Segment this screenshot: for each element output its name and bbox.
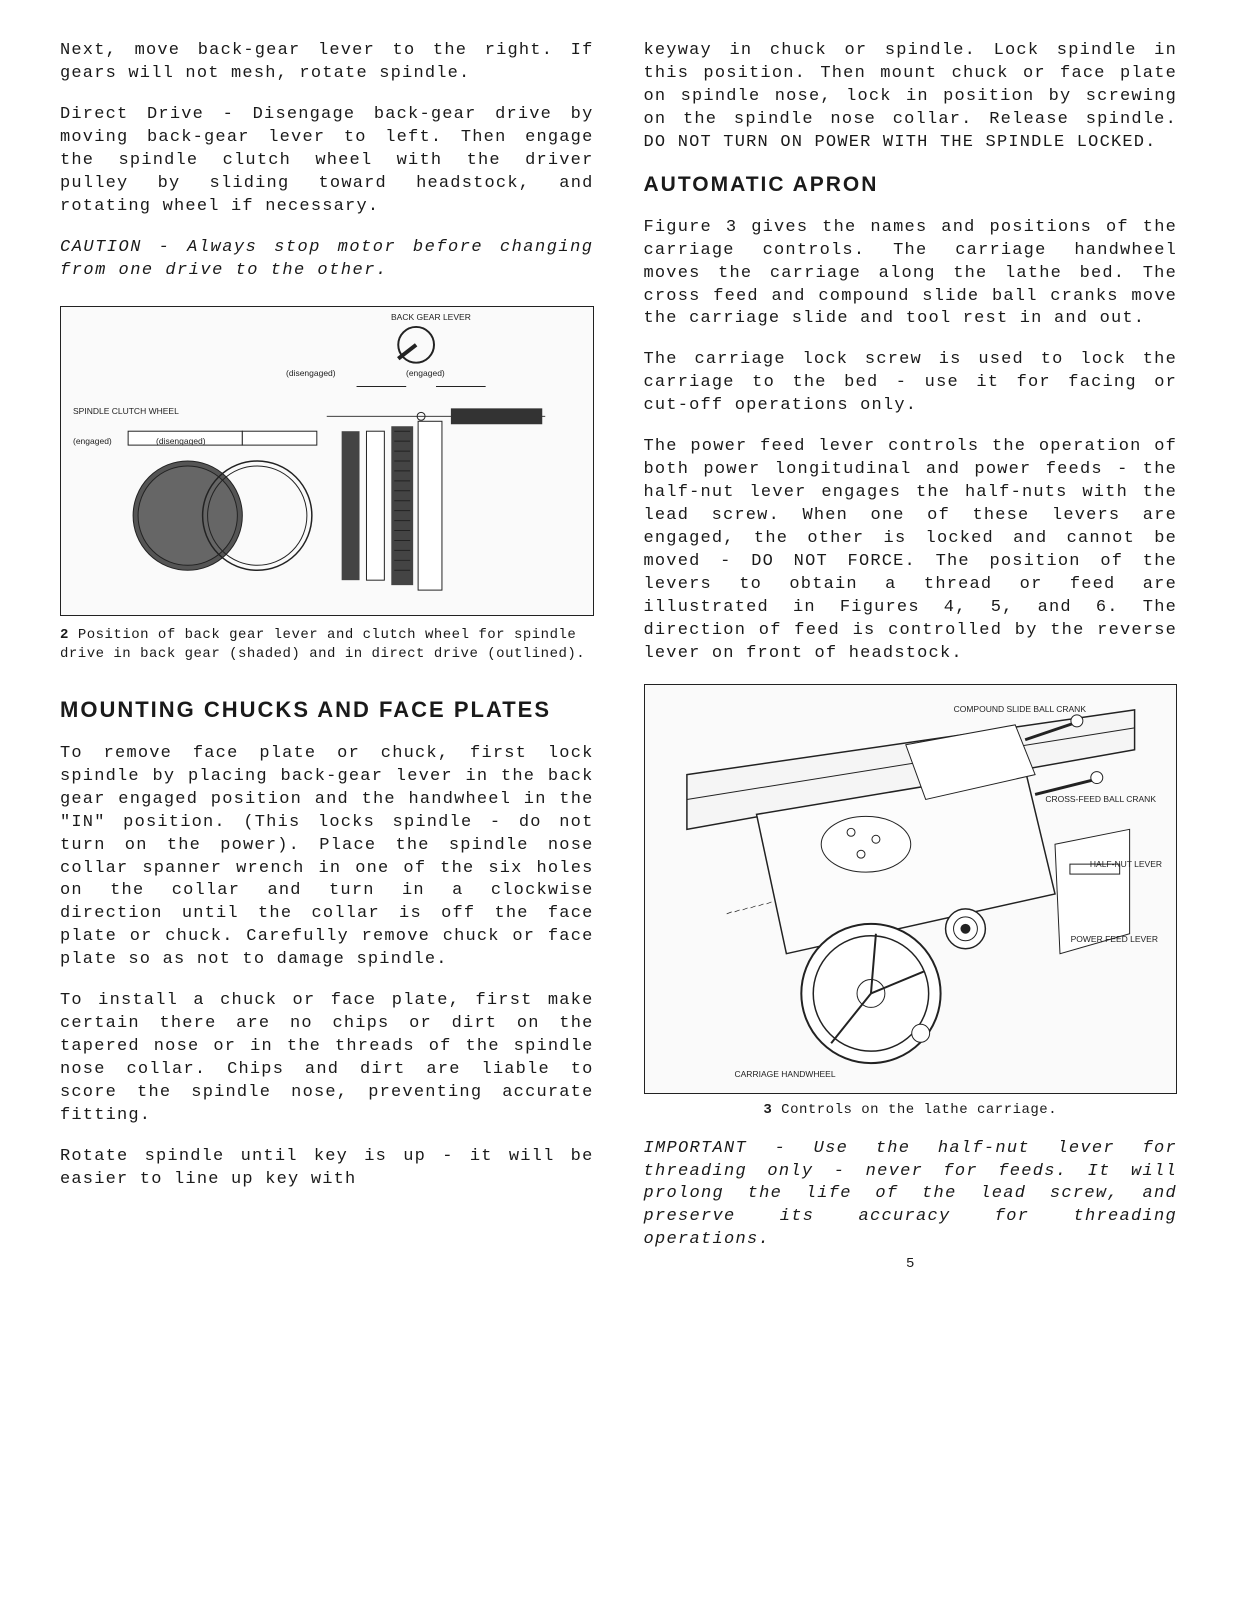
label-engaged: (engaged)	[406, 369, 445, 378]
label-disengaged2: (disengaged)	[156, 437, 206, 446]
label-crossfeed: CROSS-FEED BALL CRANK	[1045, 795, 1156, 804]
para: The power feed lever controls the operat…	[644, 436, 1178, 665]
para: The carriage lock screw is used to lock …	[644, 349, 1178, 418]
important-text: IMPORTANT - Use the half-nut lever for t…	[644, 1138, 1178, 1253]
para: keyway in chuck or spindle. Lock spindle…	[644, 40, 1178, 155]
para: To install a chuck or face plate, first …	[60, 990, 594, 1128]
page-number: 5	[644, 1256, 1178, 1272]
label-compound-slide: COMPOUND SLIDE BALL CRANK	[954, 705, 1086, 714]
caption-text: Controls on the lathe carriage.	[781, 1102, 1057, 1118]
heading-automatic-apron: AUTOMATIC APRON	[644, 173, 1178, 197]
label-powerfeed: POWER FEED LEVER	[1071, 935, 1158, 944]
figure-caption: 3 Controls on the lathe carriage.	[644, 1102, 1178, 1118]
figure-backgear-diagram: BACK GEAR LEVER (disengaged) (engaged) S…	[60, 306, 594, 616]
label-disengaged: (disengaged)	[286, 369, 336, 378]
carriage-svg	[655, 695, 1167, 1083]
figure-caption: 2 Position of back gear lever and clutch…	[60, 626, 594, 662]
caption-number: 3	[763, 1102, 772, 1118]
para: Next, move back-gear lever to the right.…	[60, 40, 594, 86]
label-backgear-lever: BACK GEAR LEVER	[391, 313, 471, 322]
heading-mounting-chucks: MOUNTING CHUCKS AND FACE PLATES	[60, 697, 594, 723]
para: Rotate spindle until key is up - it will…	[60, 1146, 594, 1192]
backgear-svg	[71, 317, 583, 605]
para: Direct Drive - Disengage back-gear drive…	[60, 104, 594, 219]
caption-number: 2	[60, 627, 69, 643]
label-spindle-clutch: SPINDLE CLUTCH WHEEL	[73, 407, 179, 416]
label-engaged2: (engaged)	[73, 437, 112, 446]
caption-text: Position of back gear lever and clutch w…	[60, 627, 585, 661]
para: To remove face plate or chuck, first loc…	[60, 743, 594, 972]
figure-carriage-controls: COMPOUND SLIDE BALL CRANK CROSS-FEED BAL…	[644, 684, 1178, 1094]
para: Figure 3 gives the names and positions o…	[644, 217, 1178, 332]
label-halfnut: HALF-NUT LEVER	[1090, 860, 1162, 869]
caution-text: CAUTION - Always stop motor before chang…	[60, 237, 594, 283]
label-carriage-handwheel: CARRIAGE HANDWHEEL	[735, 1070, 836, 1079]
